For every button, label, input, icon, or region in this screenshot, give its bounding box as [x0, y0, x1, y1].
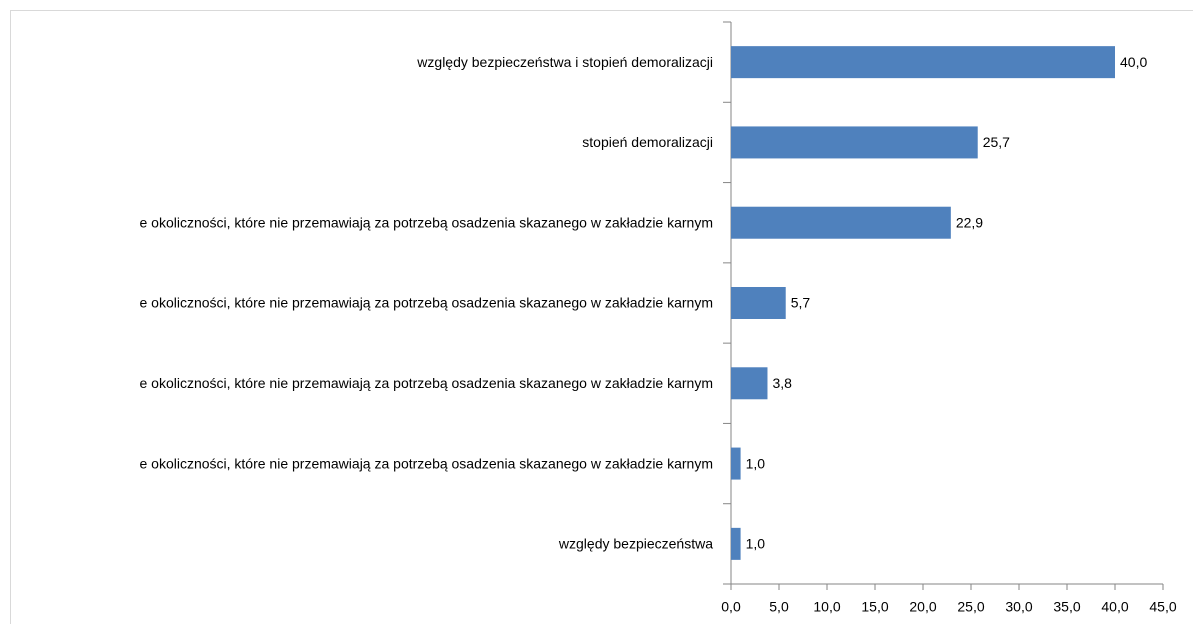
y-tick-label: e okoliczności, które nie przemawiają za…	[139, 214, 713, 230]
value-label: 40,0	[1120, 54, 1147, 70]
value-label: 1,0	[746, 536, 766, 552]
value-label: 1,0	[746, 455, 766, 471]
bar	[731, 528, 741, 560]
value-label: 5,7	[791, 295, 811, 311]
y-tick-label: e okoliczności, które nie przemawiają za…	[139, 375, 713, 391]
value-label: 3,8	[772, 375, 792, 391]
bar	[731, 367, 767, 399]
bar	[731, 287, 786, 319]
y-tick-label: e okoliczności, które nie przemawiają za…	[139, 295, 713, 311]
y-tick-label: e okoliczności, które nie przemawiają za…	[139, 455, 713, 471]
x-tick-label: 30,0	[1005, 599, 1032, 615]
chart-border	[11, 11, 1193, 625]
bar	[731, 46, 1115, 78]
x-tick-label: 35,0	[1053, 599, 1080, 615]
x-tick-label: 10,0	[813, 599, 840, 615]
value-label: 25,7	[983, 134, 1010, 150]
bar	[731, 126, 978, 158]
bar	[731, 448, 741, 480]
x-tick-label: 45,0	[1149, 599, 1176, 615]
y-tick-label: względy bezpieczeństwa i stopień demoral…	[416, 54, 713, 70]
x-tick-label: 5,0	[769, 599, 789, 615]
x-tick-label: 20,0	[909, 599, 936, 615]
x-tick-label: 40,0	[1101, 599, 1128, 615]
x-tick-label: 15,0	[861, 599, 888, 615]
y-tick-label: względy bezpieczeństwa	[558, 536, 713, 552]
x-tick-label: 25,0	[957, 599, 984, 615]
bar	[731, 207, 951, 239]
value-label: 22,9	[956, 214, 983, 230]
y-tick-label: stopień demoralizacji	[582, 134, 713, 150]
x-tick-label: 0,0	[721, 599, 741, 615]
